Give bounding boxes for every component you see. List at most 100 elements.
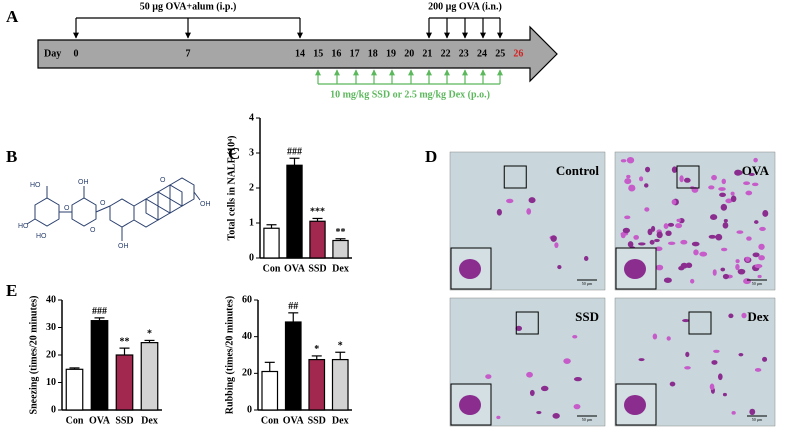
cell	[737, 268, 746, 275]
cell	[758, 255, 765, 261]
cell	[529, 389, 535, 397]
cell	[720, 203, 728, 211]
atom-label: O	[90, 227, 96, 234]
treatment-label: 10 mg/kg SSD or 2.5 mg/kg Dex (p.o.)	[330, 89, 490, 100]
micrograph-label: Dex	[747, 309, 769, 324]
cell	[709, 383, 715, 391]
cell	[655, 264, 664, 271]
day-number: 17	[350, 48, 360, 59]
x-tick-label: Con	[261, 415, 279, 426]
inset-cell	[624, 395, 646, 415]
inset	[450, 247, 492, 290]
x-tick-label: OVA	[283, 415, 305, 426]
cell	[752, 252, 760, 258]
cell	[573, 404, 581, 410]
cell	[735, 170, 743, 176]
scale-label: 50 µm	[752, 281, 763, 286]
inset-cell	[459, 395, 481, 415]
y-tick-label: 40	[242, 331, 252, 342]
cell	[746, 236, 752, 241]
cell	[735, 259, 740, 264]
cell	[715, 233, 723, 241]
cell	[526, 371, 533, 378]
x-tick-label: SSD	[308, 263, 326, 274]
cell	[667, 222, 675, 227]
day-number: 16	[331, 48, 341, 59]
cell	[550, 235, 557, 242]
cell	[754, 220, 759, 224]
cell	[735, 263, 740, 271]
cell	[676, 218, 681, 222]
cell	[743, 181, 751, 186]
panel-label: C	[228, 144, 240, 163]
cell	[711, 174, 717, 181]
x-tick-label: SSD	[308, 415, 326, 426]
cell	[666, 336, 671, 341]
zoom-box	[676, 165, 700, 189]
day-number: 7	[186, 48, 191, 59]
cell	[683, 177, 691, 183]
cell	[757, 274, 762, 279]
y-axis-label: Sneezing (times/20 minutes)	[28, 296, 39, 415]
inset-cell	[624, 259, 646, 279]
cell	[690, 278, 695, 284]
y-tick-label: 60	[242, 294, 252, 305]
cell	[552, 413, 560, 419]
cell	[749, 408, 756, 416]
cell	[649, 239, 655, 245]
cell	[722, 222, 729, 229]
cell	[708, 185, 715, 190]
y-axis-label: Total cells in NALF (10⁴)	[226, 135, 237, 240]
atom-label: O	[100, 200, 106, 207]
cell	[654, 238, 660, 243]
bar	[331, 358, 349, 411]
y-tick-label: 40	[46, 294, 56, 305]
significance: *	[314, 344, 319, 355]
atom-label: O	[64, 205, 70, 212]
scale-label: 50 µm	[582, 281, 593, 286]
timeline-arrow	[37, 25, 558, 83]
significance: ***	[310, 207, 325, 218]
cell	[684, 366, 691, 370]
day-number: 20	[404, 48, 414, 59]
cell	[691, 241, 700, 247]
x-tick-label: Con	[263, 263, 281, 274]
cell	[723, 219, 728, 223]
micrograph	[449, 297, 606, 427]
panel-label: B	[6, 147, 17, 166]
cell	[627, 241, 634, 248]
cell	[644, 183, 649, 188]
significance: **	[120, 336, 130, 347]
cell	[647, 228, 653, 236]
significance: ###	[92, 306, 107, 317]
y-tick-label: 0	[51, 404, 56, 415]
day-number: 26	[513, 48, 523, 59]
micrograph-label: OVA	[742, 163, 770, 178]
day-number: 18	[368, 48, 378, 59]
cell	[669, 381, 676, 387]
bar	[308, 358, 326, 411]
day-number: 15	[313, 48, 323, 59]
cell	[671, 166, 678, 173]
bar	[263, 227, 280, 259]
cell	[758, 243, 765, 250]
bar	[286, 164, 303, 259]
panel-label: D	[425, 147, 437, 166]
cell	[667, 241, 676, 246]
cell	[675, 223, 683, 229]
significance: *	[338, 341, 343, 352]
cell	[638, 176, 644, 182]
bar	[65, 368, 84, 411]
inset-cell	[459, 259, 481, 279]
cell	[626, 174, 631, 179]
cell	[720, 267, 726, 272]
day-number: 19	[386, 48, 396, 59]
chemical-structure	[26, 177, 201, 241]
cell	[624, 215, 631, 220]
cell	[718, 187, 726, 192]
cell	[620, 159, 627, 163]
day-number: 23	[459, 48, 469, 59]
significance: ###	[287, 147, 302, 158]
cell	[628, 184, 636, 192]
cell	[731, 410, 736, 415]
